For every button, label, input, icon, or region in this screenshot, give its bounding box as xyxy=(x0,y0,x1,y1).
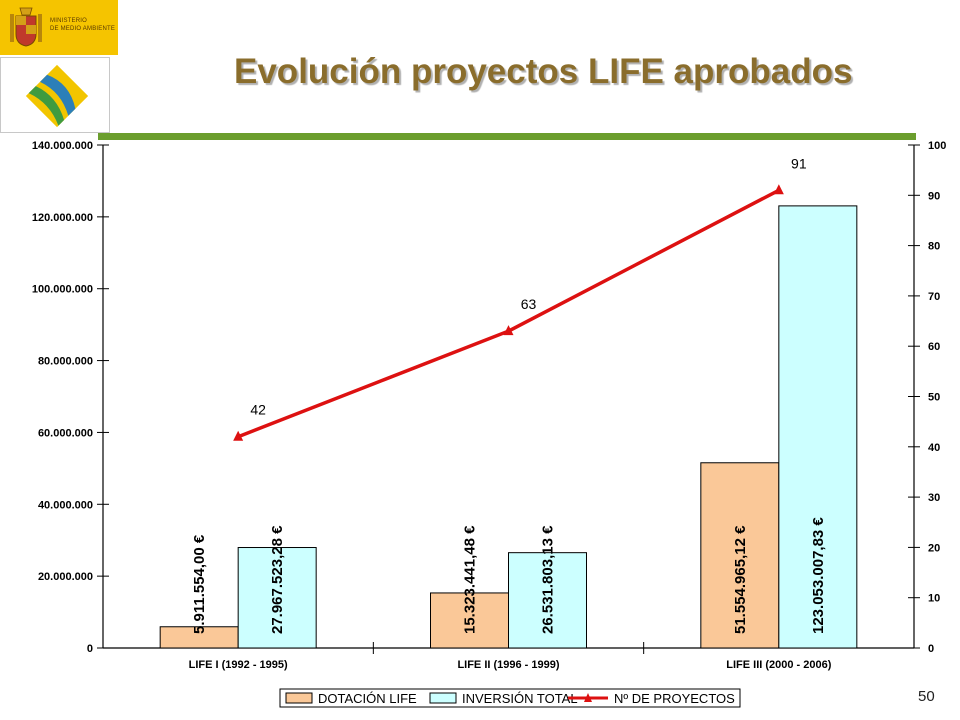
coat-of-arms-icon xyxy=(10,7,42,47)
y-right-tick-label: 50 xyxy=(928,392,940,404)
y-right-tick-label: 0 xyxy=(928,643,934,655)
parks-network-logo-icon xyxy=(25,64,89,128)
y-left-tick-label: 100.000.000 xyxy=(32,284,93,296)
bar-value-label: 26.531.803,13 € xyxy=(540,525,557,634)
legend-swatch xyxy=(285,692,313,704)
projects-point xyxy=(503,325,514,336)
bar-value-label: 27.967.523,28 € xyxy=(269,525,286,634)
bar xyxy=(508,552,587,649)
y-left-tick-label: 20.000.000 xyxy=(38,571,93,583)
page-number: 50 xyxy=(918,688,935,705)
y-right-tick-label: 90 xyxy=(928,190,940,202)
bar-value-label: 15.323.441,48 € xyxy=(462,525,479,634)
projects-point xyxy=(773,184,784,195)
y-left-tick-label: 60.000.000 xyxy=(38,427,93,439)
y-left-tick-label: 120.000.000 xyxy=(32,212,93,224)
projects-point xyxy=(233,430,244,441)
title-underline xyxy=(98,133,916,140)
y-right-tick-label: 10 xyxy=(928,593,940,605)
ministry-logo: MINISTERIO DE MEDIO AMBIENTE xyxy=(0,0,118,55)
bar-value-label: 5.911.554,00 € xyxy=(191,534,208,634)
legend-label: INVERSIÓN TOTAL xyxy=(462,691,578,706)
parks-network-logo xyxy=(0,57,110,133)
legend-marker xyxy=(584,693,592,702)
bar-value-label: 123.053.007,83 € xyxy=(810,517,827,634)
y-left-tick-label: 40.000.000 xyxy=(38,499,93,511)
y-right-tick-label: 40 xyxy=(928,442,940,454)
y-right-tick-label: 60 xyxy=(928,341,940,353)
projects-value-label: 63 xyxy=(521,296,537,312)
y-left-tick-label: 0 xyxy=(87,643,93,655)
y-right-tick-label: 70 xyxy=(928,291,940,303)
projects-value-label: 42 xyxy=(250,402,266,418)
bar xyxy=(237,547,317,649)
legend-label: DOTACIÓN LIFE xyxy=(318,691,417,706)
ministry-name: MINISTERIO DE MEDIO AMBIENTE xyxy=(50,18,116,32)
bar-value-label: 51.554.965,12 € xyxy=(732,525,749,634)
y-right-tick-label: 30 xyxy=(928,492,940,504)
y-right-tick-label: 20 xyxy=(928,542,940,554)
x-tick-label: LIFE II (1996 - 1999) xyxy=(457,659,559,671)
x-tick-label: LIFE III (2000 - 2006) xyxy=(726,659,831,671)
y-left-tick-label: 140.000.000 xyxy=(32,140,93,152)
legend-box xyxy=(279,688,741,708)
y-right-tick-label: 100 xyxy=(928,140,946,152)
legend-swatch xyxy=(429,692,457,704)
projects-line xyxy=(237,188,780,439)
projects-value-label: 91 xyxy=(791,155,807,171)
x-tick-label: LIFE I (1992 - 1995) xyxy=(189,659,288,671)
legend-label: Nº DE PROYECTOS xyxy=(614,691,735,706)
bar xyxy=(778,205,858,649)
bar xyxy=(430,592,509,649)
y-right-tick-label: 80 xyxy=(928,241,940,253)
y-left-tick-label: 80.000.000 xyxy=(38,356,93,368)
page-title: Evolución proyectos LIFE aprobados xyxy=(234,52,853,91)
